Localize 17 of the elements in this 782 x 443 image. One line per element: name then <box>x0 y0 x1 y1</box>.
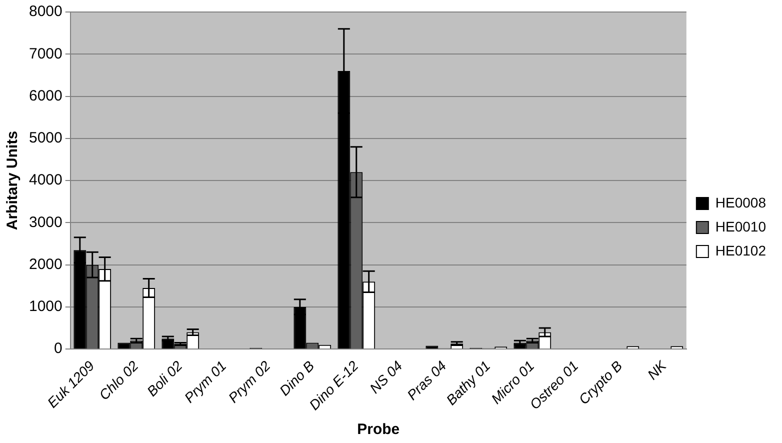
legend-label: HE0010 <box>715 218 766 234</box>
y-axis-title: Arbitary Units <box>4 130 22 230</box>
y-tick-label: 5000 <box>28 130 62 147</box>
y-tick-label: 3000 <box>28 214 62 231</box>
x-tick-label: NS 04 <box>366 357 406 396</box>
y-tick-label: 7000 <box>28 45 62 62</box>
y-tick-label: 6000 <box>28 87 62 104</box>
x-axis-title: Probe <box>357 421 400 438</box>
x-tick-label: Chlo 02 <box>96 357 142 404</box>
legend-label: HE0102 <box>715 242 766 258</box>
y-tick-label: 8000 <box>28 3 62 20</box>
y-tick-label: 1000 <box>28 298 62 316</box>
x-tick-label: NK <box>644 357 670 383</box>
y-tick-label: 0 <box>54 340 62 358</box>
legend-label: HE0008 <box>715 194 766 210</box>
y-tick-label: 2000 <box>28 256 62 273</box>
y-tick-label: 4000 <box>28 172 62 189</box>
